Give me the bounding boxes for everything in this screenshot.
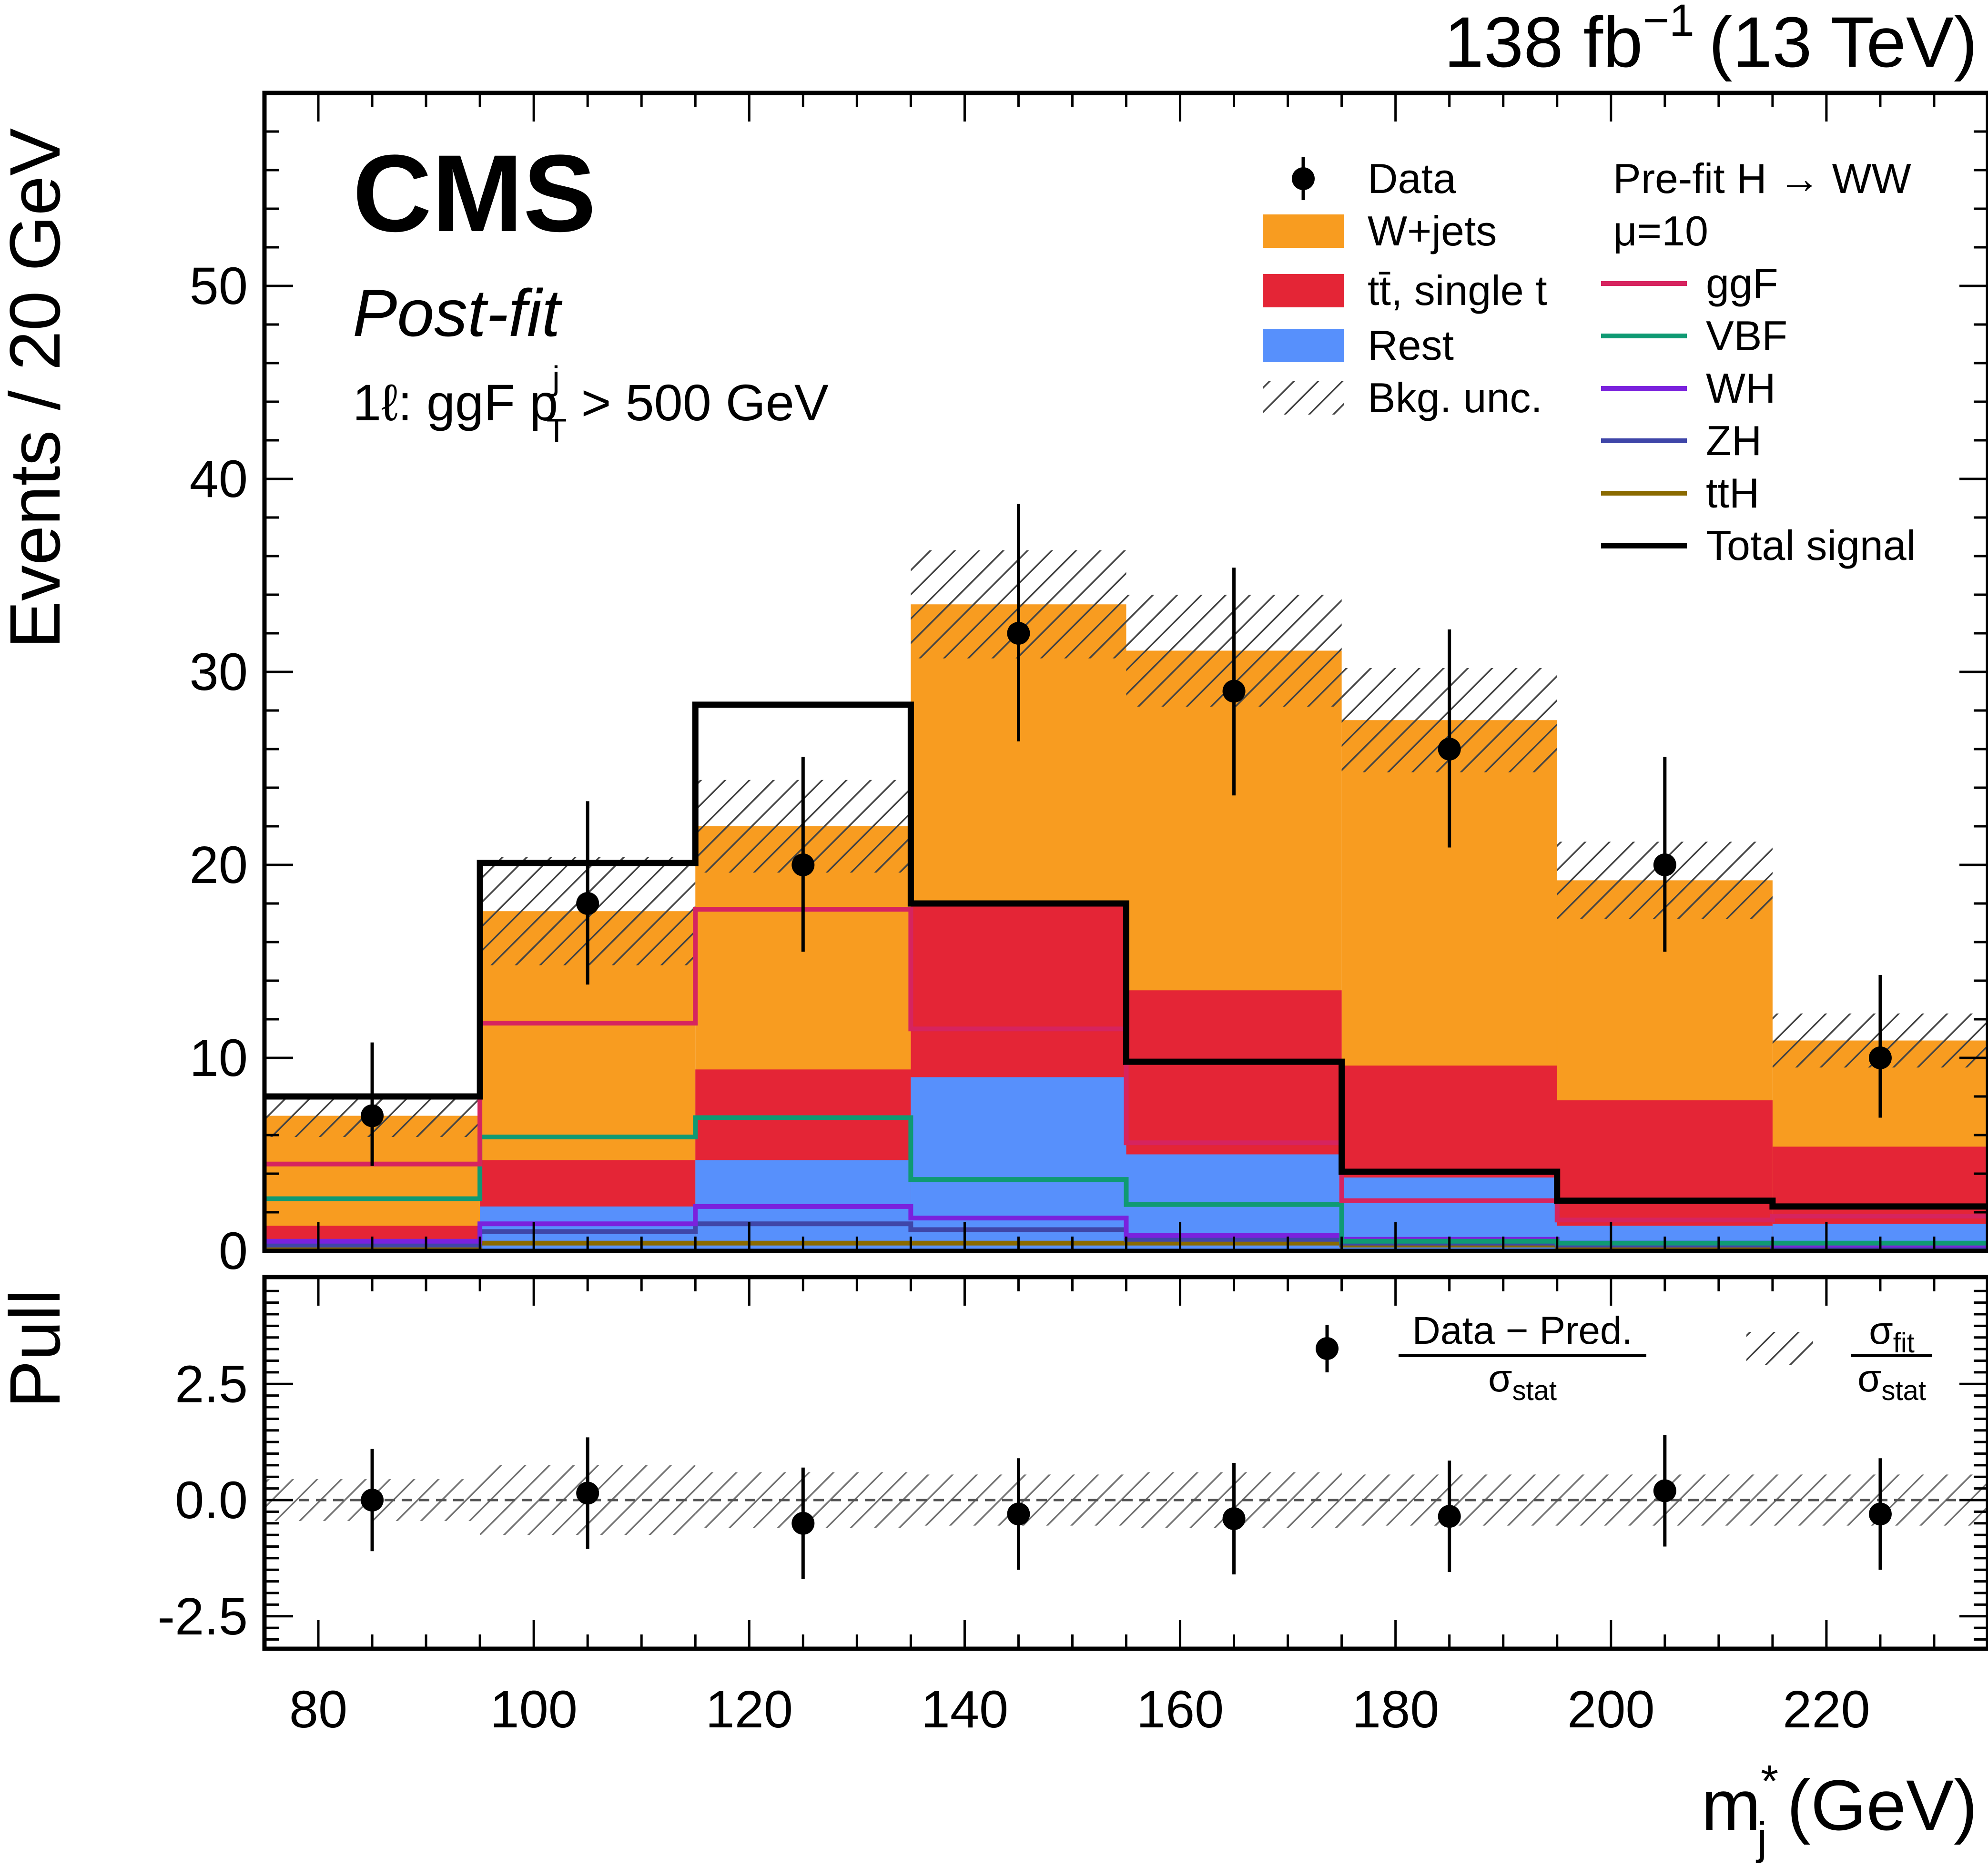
pull-point [576,1481,599,1505]
y-tick-label: 0 [219,1222,248,1280]
data-point [1438,738,1461,761]
legend-unc-label: Bkg. unc. [1368,374,1542,421]
pull-panel-data [361,1435,1892,1579]
ggf-signal-line [264,907,1988,1223]
pull-point [1007,1502,1030,1526]
x-tick-label: 140 [921,1680,1009,1739]
legend-tth-label: ttH [1706,469,1759,517]
legend-mu-label: μ=10 [1613,207,1708,254]
legend-tt-label: tt̄, single t [1368,267,1547,314]
data-point [1868,1046,1892,1069]
axis-tick-labels: 80 100 120 140 160 180 200 220 0 10 20 30 40 50 -2.5 0.… [157,257,1870,1739]
legend-wjets-swatch [1263,214,1344,248]
legend-vbf-label: VBF [1706,312,1787,359]
pull-tick-label: -2.5 [157,1587,248,1646]
x-tick-label: 200 [1567,1680,1655,1739]
region-label: 1ℓ: ggF pj T > 500 GeV [353,359,829,449]
legend-data-marker [1292,167,1315,190]
x-tick-label: 220 [1783,1680,1870,1739]
legend-entry-unc: Bkg. unc. [1263,374,1542,421]
legend-data-label: Data [1368,155,1456,202]
legend-entry-wh: WH [1601,365,1776,412]
fit-label: Post-fit [353,275,563,350]
data-point [361,1104,384,1127]
pull-tick-label: 2.5 [175,1355,248,1413]
pull-point [1438,1505,1461,1528]
legend-signals: Pre-fit H → WW μ=10 ggF VBF WH ZH ttH To… [1601,155,1916,569]
legend-ggf-label: ggF [1706,260,1778,307]
pull-legend-unc-denominator: σstat [1857,1357,1926,1406]
legend-background: Data W+jets tt̄, single t Rest Bkg. unc. [1263,155,1547,421]
legend-entry-tth: ttH [1601,469,1759,517]
pull-point [1653,1479,1676,1502]
pull-point [791,1512,815,1535]
pull-point [1222,1507,1246,1530]
legend-entry-rest: Rest [1263,322,1454,369]
legend-total-label: Total signal [1706,522,1916,569]
data-point [1222,680,1246,703]
main-panel-data [361,504,1892,1166]
legend-entry-total: Total signal [1601,522,1916,569]
pull-legend-marker [1316,1337,1339,1360]
main-y-axis-label: Events / 20 GeV [0,128,75,649]
experiment-label: CMS [353,132,596,254]
pull-legend-numerator: Data − Pred. [1412,1309,1633,1352]
data-point [1007,622,1030,645]
data-point [576,892,599,915]
data-point [791,853,815,876]
data-point [1653,853,1676,876]
legend-entry-zh: ZH [1601,417,1762,464]
pull-point [1868,1502,1892,1526]
legend-entry-data: Data [1292,155,1456,202]
y-tick-label: 10 [190,1029,248,1087]
pull-legend-denominator: σstat [1488,1357,1557,1406]
legend-wh-label: WH [1706,365,1776,412]
legend-entry-wjets: W+jets [1263,207,1497,254]
y-tick-label: 50 [190,257,248,315]
pull-legend: Data − Pred. σstat σfit σstat [1316,1309,1932,1406]
legend-unc-swatch [1263,381,1344,415]
x-tick-label: 160 [1136,1680,1224,1739]
y-tick-label: 30 [190,643,248,701]
legend-entry-ggf: ggF [1601,260,1778,307]
legend-zh-label: ZH [1706,417,1762,464]
legend-rest-label: Rest [1368,322,1454,369]
axis-ticks [263,91,1988,1649]
x-axis-label: m* j (GeV) [1701,1756,1978,1864]
pull-point [361,1489,384,1512]
x-tick-label: 120 [706,1680,793,1739]
legend-wjets-label: W+jets [1368,207,1497,254]
pull-tick-label: 0.0 [175,1471,248,1530]
legend-tt-swatch [1263,274,1344,307]
rest-bar [911,1077,1126,1251]
lumi-label: 138 fb−1 (13 TeV) [1444,0,1978,82]
x-tick-label: 80 [289,1680,347,1739]
pull-panel-frame [262,1275,1988,1651]
x-tick-label: 180 [1352,1680,1440,1739]
legend-signal-title: Pre-fit H → WW [1613,155,1911,202]
pull-legend-unc-numerator: σfit [1869,1309,1915,1359]
y-tick-label: 40 [190,450,248,508]
legend-entry-tt: tt̄, single t [1263,267,1547,314]
x-tick-label: 100 [490,1680,578,1739]
pull-legend-unc-swatch [1746,1332,1813,1365]
legend-rest-swatch [1263,329,1344,362]
pull-y-axis-label: Pull [0,1289,75,1408]
legend-entry-vbf: VBF [1601,312,1787,359]
y-tick-label: 20 [190,836,248,894]
